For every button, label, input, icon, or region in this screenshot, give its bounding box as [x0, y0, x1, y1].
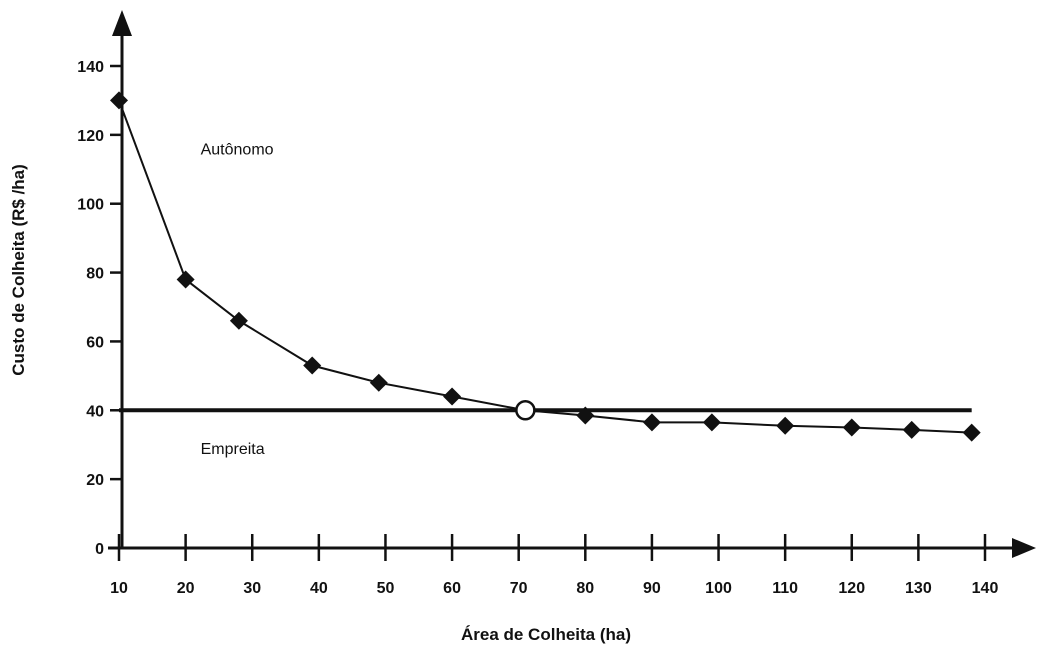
- x-tick-label: 40: [310, 580, 328, 597]
- data-point-marker: [369, 373, 388, 392]
- intersection-point: [515, 400, 536, 421]
- x-tick-label: 110: [772, 580, 798, 597]
- annotation-label: Autônomo: [201, 142, 274, 159]
- data-point-marker: [842, 418, 861, 437]
- y-axis-arrow-icon: [112, 10, 132, 36]
- series-line-autonomo: [118, 100, 972, 434]
- annotation-layer: Autônomo Empreita: [201, 142, 274, 459]
- x-tick-label: 90: [643, 580, 661, 597]
- x-tick-label: 50: [377, 580, 395, 597]
- data-point-marker: [176, 270, 195, 289]
- y-tick-label: 60: [86, 334, 104, 351]
- y-tick-label: 40: [86, 403, 104, 420]
- x-tick-label: 20: [177, 580, 195, 597]
- data-point-marker: [110, 91, 128, 110]
- data-point-marker: [642, 413, 661, 432]
- x-ticks: 10 20 30 40 50 60 70 80 90 100 110 120 130 140: [110, 534, 998, 597]
- x-axis-title: Área de Colheita (ha): [461, 625, 631, 644]
- data-point-marker: [303, 356, 322, 375]
- series-layer: [110, 91, 981, 442]
- data-point-marker: [702, 413, 721, 432]
- y-tick-label: 80: [86, 266, 104, 283]
- x-tick-label: 30: [243, 580, 261, 597]
- data-point-marker: [776, 416, 795, 435]
- y-axis-title: Custo de Colheita (R$ /ha): [9, 164, 28, 376]
- x-tick-label: 140: [972, 580, 999, 597]
- data-point-marker: [902, 420, 921, 439]
- y-axis: 0 20 40 60 80 100 120 140 Custo de Colheita (R$…: [9, 10, 132, 558]
- y-tick-label: 20: [86, 472, 104, 489]
- y-tick-label: 0: [95, 541, 104, 558]
- x-axis: 10 20 30 40 50 60 70 80 90 100 110 120 130 140 Área d…: [108, 534, 1036, 644]
- x-tick-label: 100: [705, 580, 732, 597]
- x-tick-label: 70: [510, 580, 528, 597]
- y-ticks: 0 20 40 60 80 100 120 140: [77, 59, 122, 558]
- x-tick-label: 10: [110, 580, 128, 597]
- annotation-label: Empreita: [201, 441, 265, 458]
- data-point-marker: [229, 311, 248, 330]
- x-tick-label: 80: [576, 580, 594, 597]
- data-point-marker: [443, 387, 462, 406]
- y-tick-label: 100: [77, 197, 104, 214]
- x-axis-arrow-icon: [1012, 538, 1036, 558]
- x-tick-label: 130: [905, 580, 932, 597]
- x-tick-label: 120: [838, 580, 865, 597]
- data-point-marker: [576, 406, 595, 425]
- y-tick-label: 120: [77, 128, 104, 145]
- data-point-marker: [962, 423, 981, 442]
- x-tick-label: 60: [443, 580, 461, 597]
- y-tick-label: 140: [77, 59, 104, 76]
